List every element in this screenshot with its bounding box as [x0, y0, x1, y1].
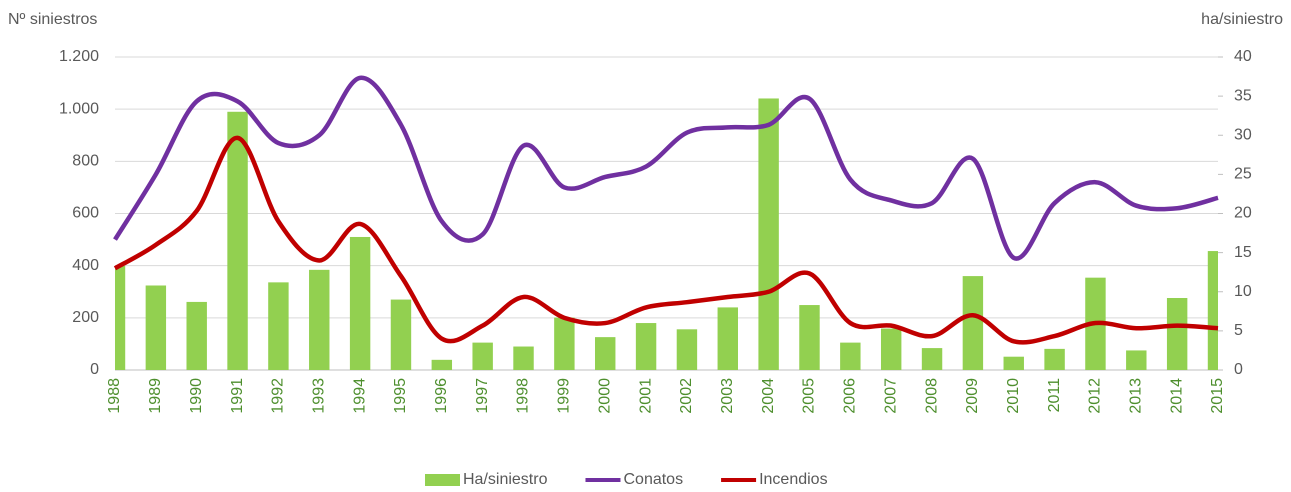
plot-area [115, 98, 1218, 371]
x-tick-label: 2002 [678, 378, 695, 414]
x-tick-label: 2011 [1046, 378, 1063, 413]
x-tick-label: 2005 [801, 378, 818, 414]
bar [1003, 356, 1024, 370]
line [113, 75, 1219, 261]
x-tick-label: 2007 [882, 378, 899, 414]
y-tick-label: 400 [72, 257, 99, 274]
x-tick-label: 1990 [188, 378, 205, 414]
bar [554, 317, 575, 370]
bar [390, 299, 412, 370]
bar [431, 359, 453, 370]
x-tick-label: 2014 [1168, 378, 1185, 414]
x-tick-label: 1989 [147, 378, 164, 414]
bar [962, 276, 984, 370]
y-tick-label: 800 [72, 153, 99, 170]
x-tick-label: 2010 [1005, 378, 1022, 414]
bar [349, 236, 371, 370]
y-tick-label: 1.200 [59, 48, 99, 65]
y2-tick-label: 20 [1234, 205, 1252, 222]
x-tick-label: 1995 [392, 378, 409, 414]
legend-label: Incendios [759, 471, 828, 488]
bar [1126, 350, 1147, 370]
bar [635, 323, 657, 370]
bar [676, 329, 698, 370]
bar [227, 111, 248, 371]
y2-tick-label: 30 [1234, 126, 1252, 143]
x-tick-label: 1993 [310, 378, 327, 414]
bar [1166, 298, 1188, 370]
y-tick-label: 600 [72, 205, 99, 222]
bar [472, 342, 493, 370]
y-tick-label: 1.000 [59, 100, 99, 117]
bar [717, 307, 738, 370]
x-tick-label: 1997 [474, 378, 491, 414]
x-tick-label: 2000 [596, 378, 613, 414]
x-tick-label: 1994 [351, 378, 368, 414]
x-tick-label: 1998 [515, 378, 532, 414]
bar [921, 348, 943, 370]
legend-label: Ha/siniestro [463, 471, 548, 488]
bar [840, 342, 861, 370]
bar [115, 265, 126, 370]
x-tick-label: 1988 [106, 378, 123, 414]
x-tick-label: 1991 [229, 378, 246, 414]
x-tick-label: 1992 [270, 378, 287, 414]
x-tick-label: 2013 [1128, 378, 1145, 414]
x-tick-label: 2012 [1087, 378, 1104, 414]
bar [758, 98, 779, 370]
x-tick-label: 2008 [923, 378, 940, 414]
bar [1207, 251, 1218, 370]
y2-tick-label: 40 [1234, 48, 1252, 65]
bar [799, 305, 820, 370]
y2-tick-label: 10 [1234, 283, 1252, 300]
x-tick-label: 2001 [637, 378, 654, 414]
y-axis-title: Nº siniestros [8, 11, 97, 28]
bar [595, 337, 616, 370]
y2-tick-label: 25 [1234, 166, 1252, 183]
x-tick-label: 1996 [433, 378, 450, 414]
x-tick-label: 2003 [719, 378, 736, 414]
bar [1044, 348, 1065, 370]
y2-tick-label: 15 [1234, 244, 1252, 261]
y-tick-label: 200 [72, 309, 99, 326]
legend-label: Conatos [623, 471, 683, 488]
bar [880, 328, 902, 370]
x-tick-label: 2015 [1209, 378, 1226, 414]
y2-axis-title: ha/siniestro [1201, 11, 1283, 28]
y2-tick-label: 5 [1234, 322, 1243, 339]
y2-tick-label: 35 [1234, 87, 1252, 104]
x-tick-label: 2006 [842, 378, 859, 414]
x-tick-label: 2009 [964, 378, 981, 414]
bar [513, 346, 534, 370]
bar [309, 269, 330, 370]
bar [268, 282, 289, 370]
legend-swatch [425, 474, 460, 486]
y-tick-label: 0 [90, 361, 99, 378]
bar [186, 301, 207, 370]
line [113, 135, 1219, 345]
x-tick-label: 1999 [556, 378, 573, 414]
bar [145, 285, 167, 370]
y2-tick-label: 0 [1234, 361, 1243, 378]
x-tick-label: 2004 [760, 378, 777, 414]
